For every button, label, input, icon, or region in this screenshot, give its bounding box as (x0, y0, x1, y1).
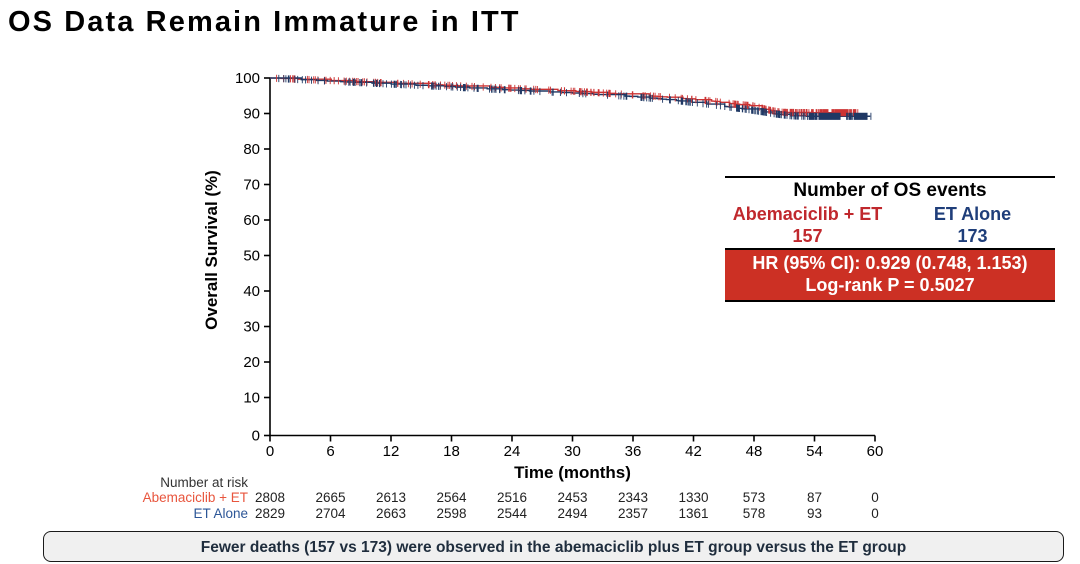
svg-text:30: 30 (564, 443, 581, 460)
svg-text:40: 40 (243, 283, 260, 300)
svg-text:0: 0 (266, 443, 274, 460)
svg-text:36: 36 (625, 443, 642, 460)
svg-text:20: 20 (243, 354, 260, 371)
svg-text:48: 48 (746, 443, 763, 460)
svg-text:70: 70 (243, 177, 260, 194)
svg-text:60: 60 (243, 212, 260, 229)
svg-text:50: 50 (243, 248, 260, 265)
svg-text:100: 100 (235, 70, 260, 87)
svg-text:60: 60 (867, 443, 884, 460)
svg-text:6: 6 (326, 443, 334, 460)
svg-text:80: 80 (243, 141, 260, 158)
svg-text:90: 90 (243, 106, 260, 123)
svg-text:42: 42 (685, 443, 702, 460)
svg-text:18: 18 (443, 443, 460, 460)
svg-text:0: 0 (252, 428, 260, 445)
svg-text:30: 30 (243, 319, 260, 336)
svg-text:24: 24 (504, 443, 521, 460)
svg-text:10: 10 (243, 390, 260, 407)
svg-text:54: 54 (806, 443, 823, 460)
svg-text:12: 12 (383, 443, 400, 460)
